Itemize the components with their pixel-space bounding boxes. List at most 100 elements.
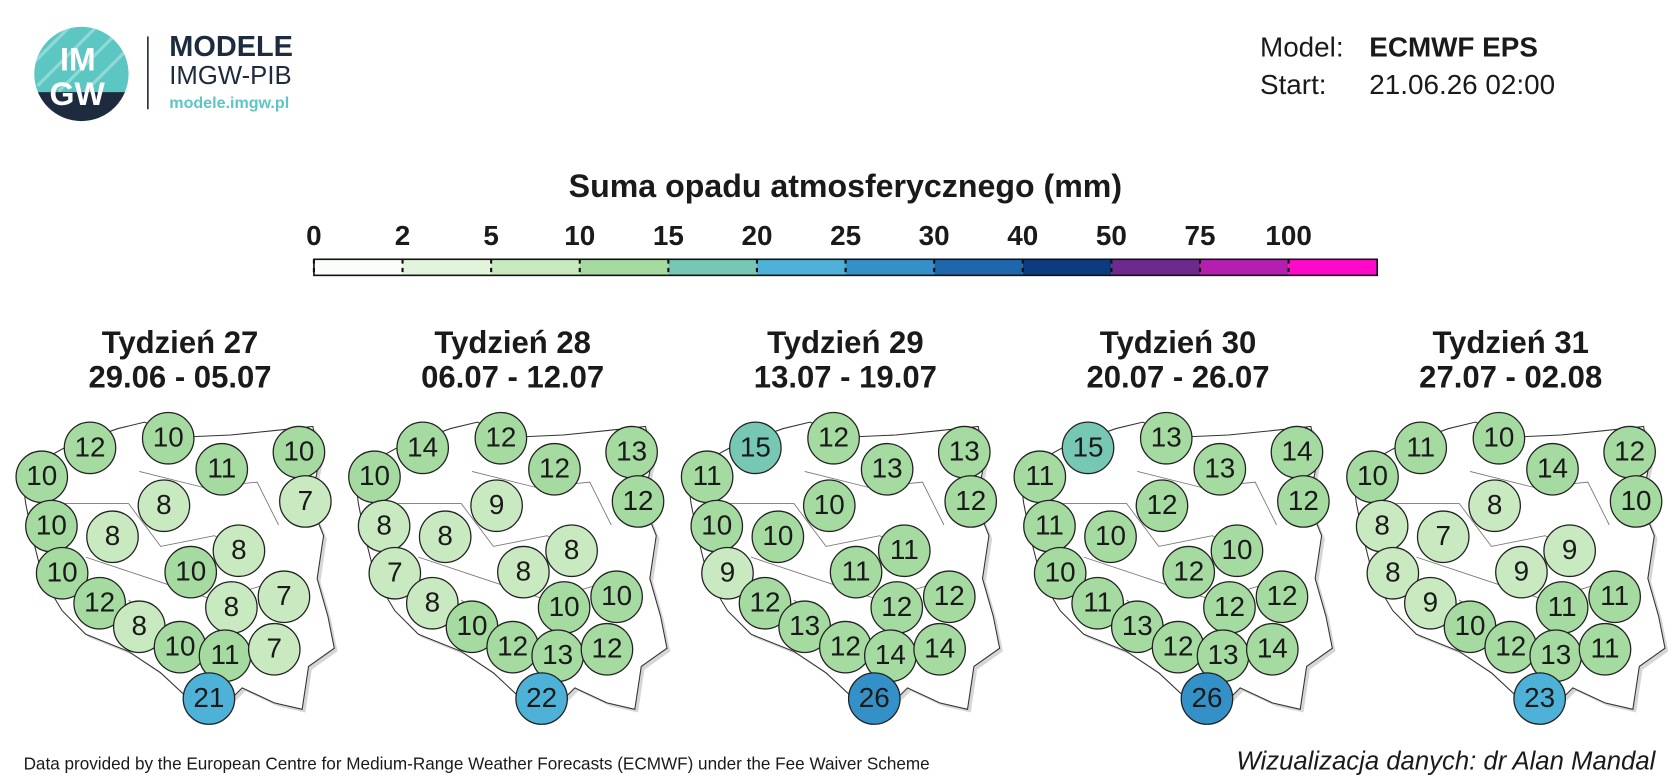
value-circle xyxy=(497,545,550,599)
credit: Wizualizacja danych: dr Alan Mandal xyxy=(1237,748,1657,776)
value-circle xyxy=(279,475,332,528)
value-label: 10 xyxy=(359,460,390,491)
value-label: 13 xyxy=(949,436,980,467)
legend-segment xyxy=(1111,259,1200,276)
url: modele.imgw.pl xyxy=(169,94,289,112)
value-label: 15 xyxy=(1073,431,1104,462)
value-label: 14 xyxy=(924,633,955,664)
value-label: 11 xyxy=(207,453,236,484)
value-label: 10 xyxy=(762,520,793,551)
value-circle xyxy=(1061,421,1115,475)
value-label: 22 xyxy=(526,682,557,713)
value-circle xyxy=(137,479,191,533)
value-circle xyxy=(1416,510,1470,564)
legend-segment xyxy=(1200,259,1289,276)
value-circle xyxy=(1071,576,1125,630)
value-label: 11 xyxy=(693,460,722,491)
value-circle xyxy=(1210,524,1264,578)
panel-title: Tydzień 30 xyxy=(1100,325,1257,360)
value-label: 10 xyxy=(1621,485,1652,516)
value-label: 13 xyxy=(542,639,573,670)
legend-tick-label: 40 xyxy=(1007,220,1038,251)
value-circle xyxy=(1084,510,1137,564)
value-circle xyxy=(829,545,883,599)
value-label: 8 xyxy=(376,510,392,541)
value-label: 9 xyxy=(1514,556,1530,587)
value-label: 7 xyxy=(298,485,314,516)
value-label: 12 xyxy=(1214,591,1245,622)
value-circle xyxy=(474,411,528,465)
legend-segment xyxy=(934,259,1023,276)
legend-segment xyxy=(1288,259,1378,276)
value-label: 12 xyxy=(1173,556,1204,587)
value-label: 8 xyxy=(132,610,148,641)
value-label: 15 xyxy=(740,431,771,462)
value-label: 10 xyxy=(456,610,487,641)
value-circle xyxy=(877,524,931,578)
value-circle xyxy=(738,576,792,630)
value-circle xyxy=(418,510,472,564)
value-label: 8 xyxy=(156,489,172,520)
value-label: 7 xyxy=(276,580,292,611)
value-label: 10 xyxy=(47,557,78,588)
value-circle xyxy=(913,622,966,676)
value-label: 26 xyxy=(859,682,890,713)
value-label: 13 xyxy=(1208,639,1239,670)
value-label: 14 xyxy=(407,431,438,462)
value-label: 10 xyxy=(36,510,67,541)
value-label: 10 xyxy=(1045,557,1076,588)
value-circle xyxy=(1033,546,1087,600)
value-label: 7 xyxy=(1435,520,1451,551)
value-label: 12 xyxy=(1266,580,1297,611)
value-label: 13 xyxy=(1122,610,1153,641)
value-circle xyxy=(515,672,568,725)
value-label: 8 xyxy=(1385,557,1401,588)
value-circle xyxy=(405,576,459,630)
value-label: 11 xyxy=(1406,431,1435,462)
value-label: 8 xyxy=(1487,489,1503,520)
start: 21.06.26 02:00 xyxy=(1369,69,1555,100)
value-label: 13 xyxy=(789,610,820,641)
legend: 0 2 5 10 15 20 25 30 40 50 75 100 xyxy=(306,220,1379,277)
value-circle xyxy=(35,546,89,600)
value-circle xyxy=(247,622,301,676)
value-circle xyxy=(545,524,598,578)
value-label: 23 xyxy=(1524,682,1555,713)
value-label: 8 xyxy=(516,556,532,587)
value-label: 9 xyxy=(489,489,505,520)
legend-segment xyxy=(845,259,935,276)
value-label: 7 xyxy=(387,557,403,588)
value-circle xyxy=(1526,442,1579,496)
value-label: 12 xyxy=(485,422,516,453)
brand: MODELE xyxy=(169,31,293,63)
value-label: 12 xyxy=(818,422,849,453)
value-circle xyxy=(368,546,422,600)
value-circle xyxy=(1139,411,1193,465)
value-circle xyxy=(1404,576,1457,630)
value-circle xyxy=(922,570,976,624)
value-label: 8 xyxy=(564,534,580,565)
value-circle xyxy=(1543,524,1596,578)
legend-tick-label: 5 xyxy=(483,220,499,251)
value-circle xyxy=(73,576,126,630)
value-circle xyxy=(141,411,195,465)
value-label: 8 xyxy=(437,520,453,551)
legend-segment xyxy=(402,259,492,276)
value-label: 9 xyxy=(1562,534,1578,565)
value-label: 12 xyxy=(1288,485,1319,516)
value-label: 12 xyxy=(497,631,528,662)
value-circle xyxy=(1162,545,1216,599)
legend-tick-label: 25 xyxy=(830,220,861,251)
value-circle xyxy=(1472,411,1526,465)
value-circle xyxy=(580,622,634,676)
legend-tick-label: 20 xyxy=(741,220,772,251)
value-label: 11 xyxy=(1083,587,1112,618)
value-label: 12 xyxy=(591,633,622,664)
value-label: 12 xyxy=(830,631,861,662)
value-label: 11 xyxy=(1035,510,1064,541)
legend-tick-label: 50 xyxy=(1096,220,1127,251)
